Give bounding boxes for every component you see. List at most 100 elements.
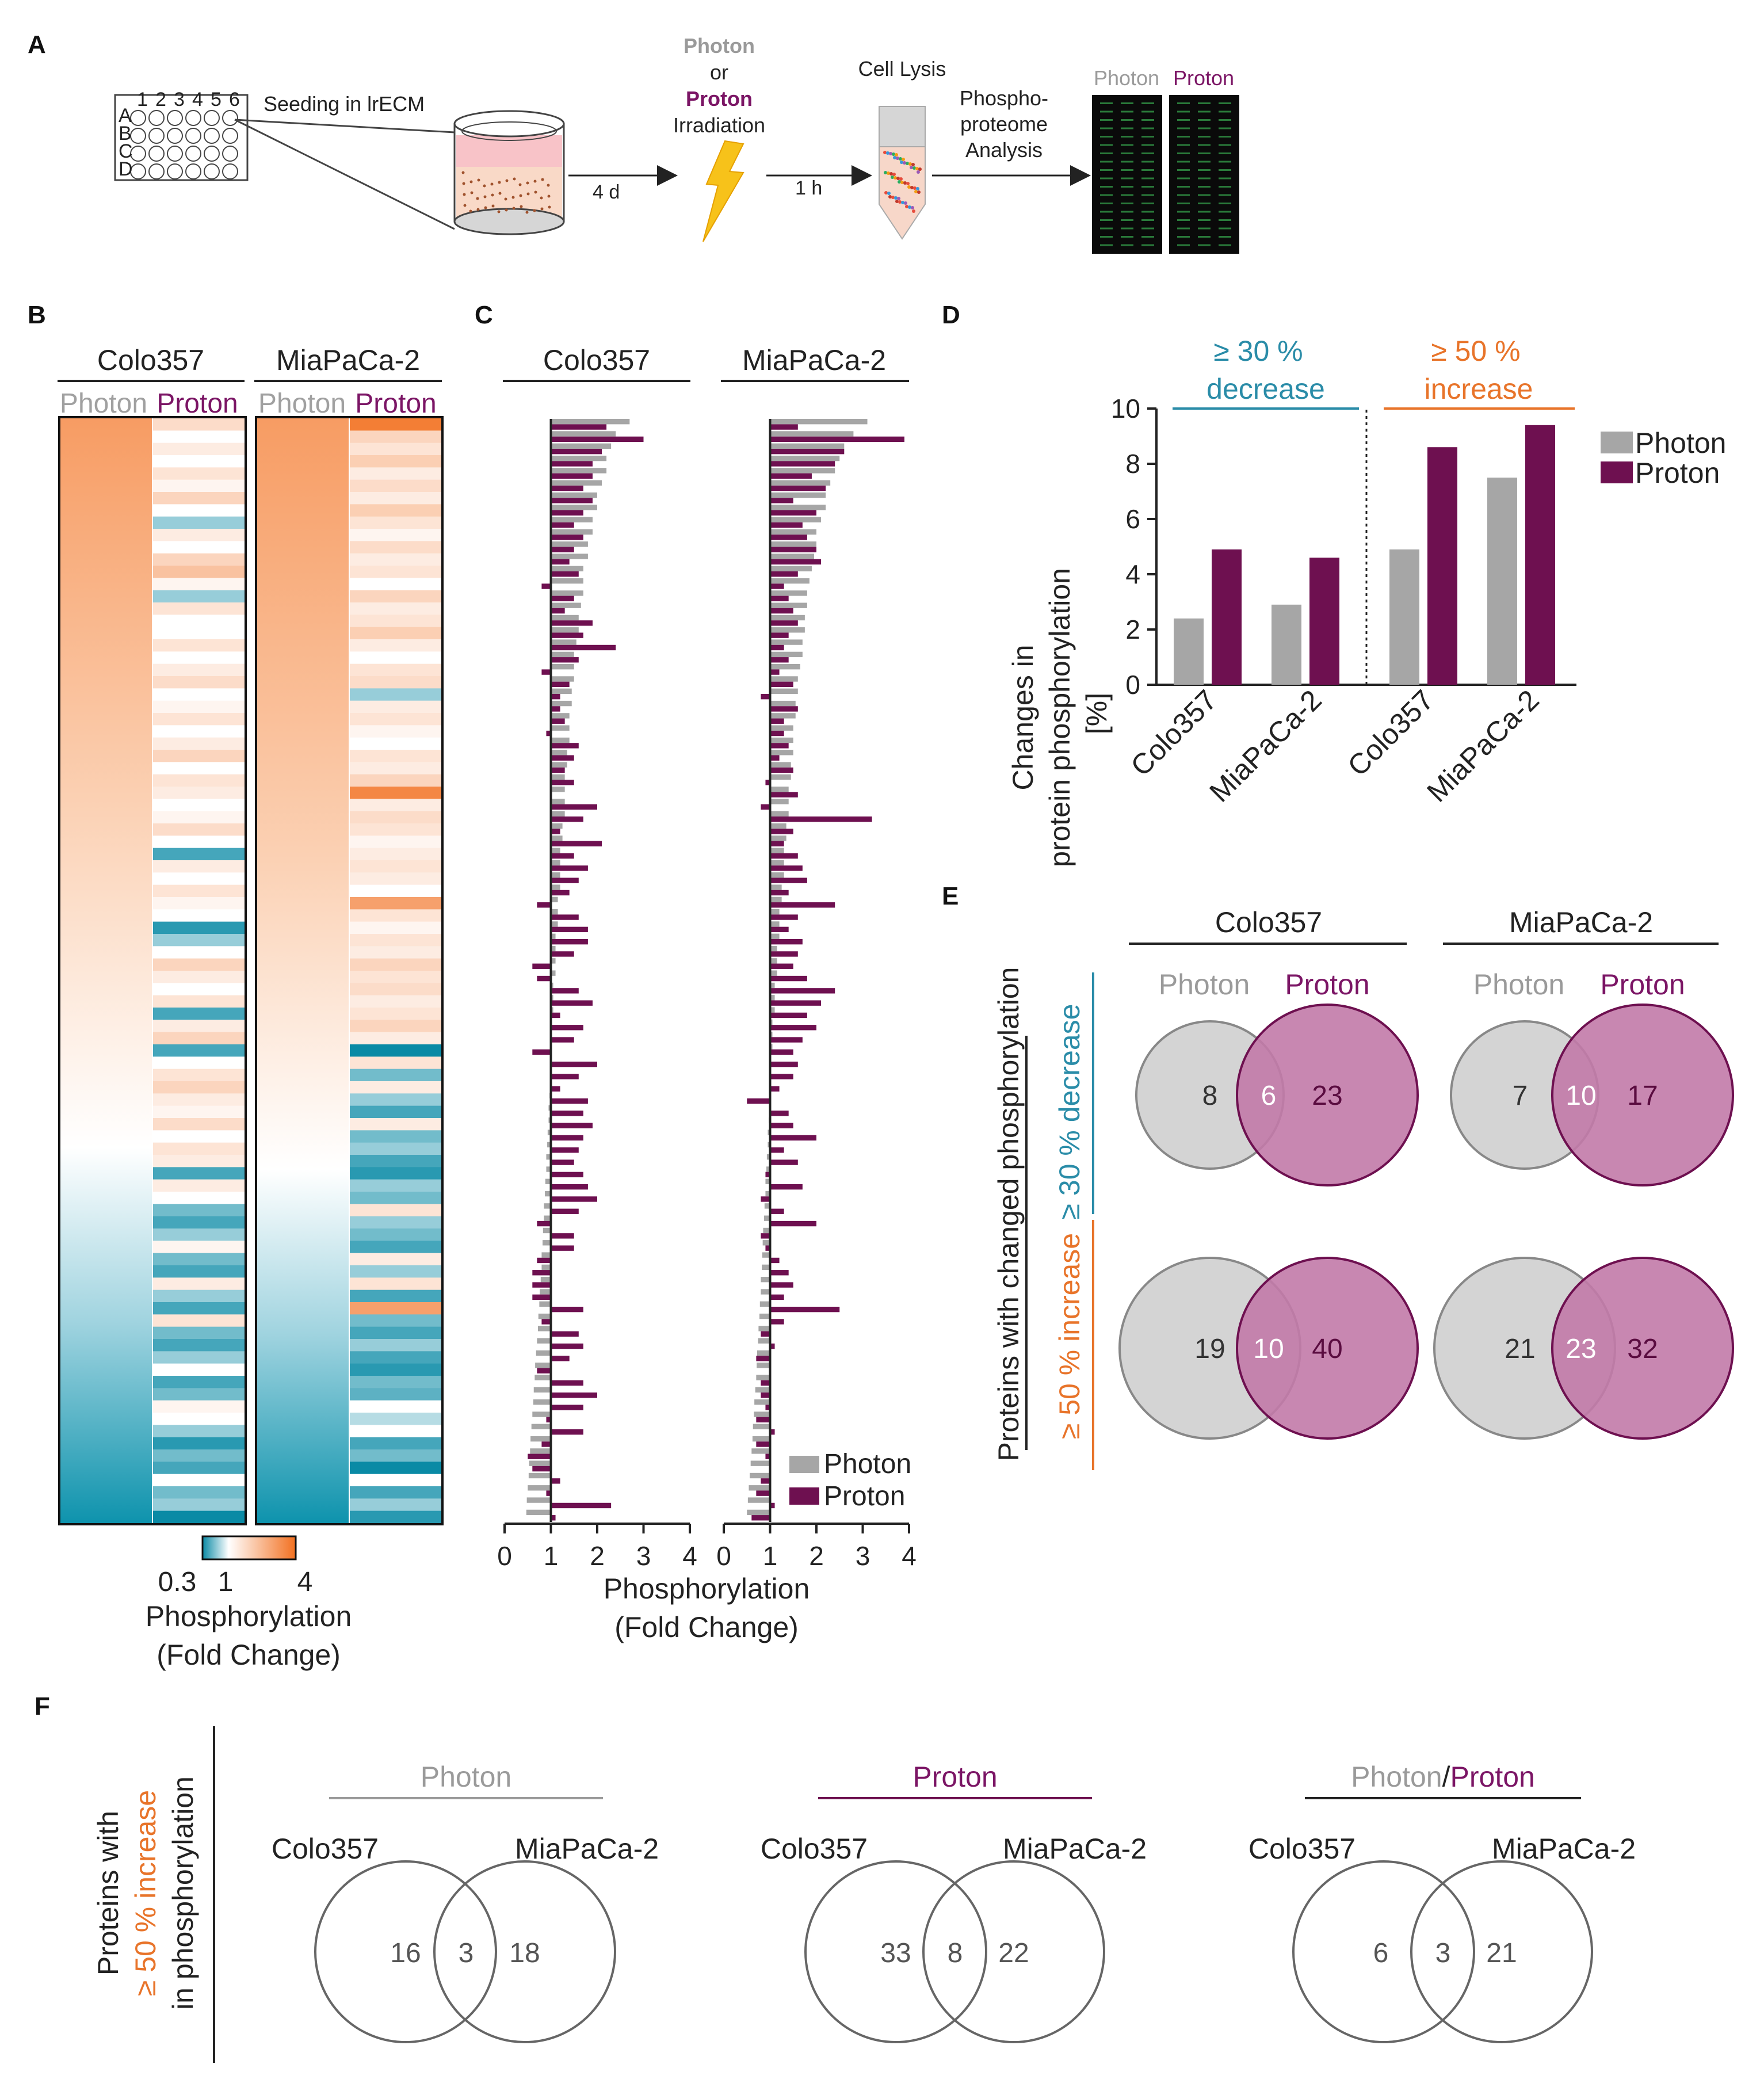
heatmap-mia-proton-column — [349, 418, 441, 1524]
lysate-dot — [895, 153, 898, 157]
c-bar-proton — [551, 914, 579, 920]
c-colo-tick: 0 — [497, 1541, 512, 1571]
c-bar-proton — [765, 1172, 770, 1178]
heatmap-cell — [152, 774, 245, 787]
c-bar-photon — [770, 811, 789, 817]
array-spot — [1219, 227, 1231, 230]
heatmap-cell — [349, 1425, 441, 1438]
c-bar-proton — [551, 1074, 579, 1079]
c-bar-photon — [551, 909, 558, 915]
c-bar-photon — [770, 566, 812, 571]
d-ylabel-line2: protein phosphorylation — [1044, 568, 1076, 867]
plate-well — [130, 128, 146, 144]
heatmap-cell — [152, 921, 245, 934]
heatmap-cell — [152, 934, 245, 947]
array-spot — [1198, 203, 1211, 204]
scale-title-2: (Fold Change) — [156, 1639, 341, 1671]
c-bar-photon — [770, 664, 800, 670]
heatmap-cell — [349, 725, 441, 738]
heatmap-cell — [349, 823, 441, 836]
array-spot — [1177, 194, 1190, 196]
array-spot — [1121, 110, 1133, 113]
f-photon-left: 16 — [390, 1938, 421, 1968]
array-spot — [1219, 152, 1231, 154]
c-bar-proton — [770, 1319, 784, 1325]
lysate-dot — [903, 181, 907, 185]
c-bar-proton — [551, 632, 583, 638]
culture-insert — [453, 110, 565, 235]
panel-label-f: F — [35, 1692, 50, 1720]
plate-row-labels: A B C D — [119, 105, 133, 180]
lysate-dot — [911, 206, 914, 209]
plate-col-label: 3 — [174, 89, 185, 110]
c-bar-proton — [551, 510, 583, 516]
heatmap-cell — [349, 1400, 441, 1413]
c-bar-proton — [551, 608, 565, 614]
heatmap-cell — [349, 467, 441, 480]
c-bar-proton — [551, 816, 583, 822]
c-bar-photon — [551, 823, 563, 829]
heatmap-cell — [349, 1081, 441, 1094]
c-bar-proton — [770, 1184, 803, 1190]
c-bar-proton — [770, 926, 789, 933]
heatmap-cell — [349, 492, 441, 505]
c-bar-proton — [551, 1159, 574, 1165]
color-scale-bar — [201, 1535, 297, 1561]
c-bar-proton — [551, 498, 593, 503]
f-photon-colo: Colo357 — [272, 1833, 379, 1865]
c-bar-proton — [770, 1270, 789, 1276]
heatmap-cell — [152, 442, 245, 456]
heatmap-cell — [152, 1020, 245, 1033]
lysate-dot — [911, 163, 915, 166]
heatmap-cell — [349, 1130, 441, 1143]
c-bar-photon — [758, 1326, 770, 1331]
plate-well — [130, 163, 146, 180]
d-bar-proton — [1525, 425, 1555, 685]
heatmap-cell — [152, 946, 245, 959]
c-bar-proton — [770, 596, 789, 601]
plate-col-label: 5 — [211, 89, 222, 110]
cell-dot — [533, 180, 537, 183]
cell-dot — [511, 196, 515, 199]
f-combo-colo: Colo357 — [1248, 1833, 1356, 1865]
heatmap-colo-photon-column — [60, 418, 152, 1523]
c-bar-photon — [770, 431, 854, 437]
c-bar-proton — [770, 829, 793, 834]
c-bar-photon — [529, 1460, 551, 1466]
c-bar-photon — [541, 1264, 551, 1270]
c-bar-proton — [532, 963, 551, 969]
heatmap-cell — [349, 639, 441, 652]
array-spot — [1198, 227, 1211, 230]
heatmap-cell — [349, 1020, 441, 1033]
lysate-dot — [887, 171, 890, 175]
c-bar-photon — [536, 1350, 551, 1356]
d-y-tick: 2 — [1125, 615, 1140, 644]
c-bar-photon — [770, 762, 791, 768]
c-bar-proton — [551, 1111, 583, 1116]
cell-dot — [526, 192, 530, 196]
c-bar-photon — [747, 1497, 770, 1503]
c-bar-photon — [551, 431, 616, 437]
c-bar-photon — [532, 1411, 551, 1417]
array-spot — [1121, 152, 1133, 154]
heatmap-cell — [349, 884, 441, 898]
c-bar-proton — [770, 816, 872, 822]
heatmap-cell — [152, 1449, 245, 1462]
d-legend-proton-swatch — [1601, 461, 1633, 483]
heatmap-cell — [152, 1216, 245, 1229]
c-bar-proton — [770, 706, 798, 712]
c-bar-photon — [770, 688, 798, 694]
c-bar-photon — [770, 651, 803, 658]
cell-dot — [533, 209, 536, 212]
c-mia-tick: 4 — [902, 1541, 917, 1571]
d-x-label: MiaPaCa-2 — [1421, 684, 1545, 808]
c-bar-photon — [551, 762, 567, 768]
heatmap-cell — [152, 958, 245, 971]
plate-well — [222, 163, 238, 180]
lysate-dot — [886, 151, 889, 155]
c-bar-proton — [537, 902, 551, 908]
c-bar-proton — [537, 1220, 551, 1227]
heatmap-cell — [349, 615, 441, 628]
c-bar-photon — [551, 688, 572, 694]
